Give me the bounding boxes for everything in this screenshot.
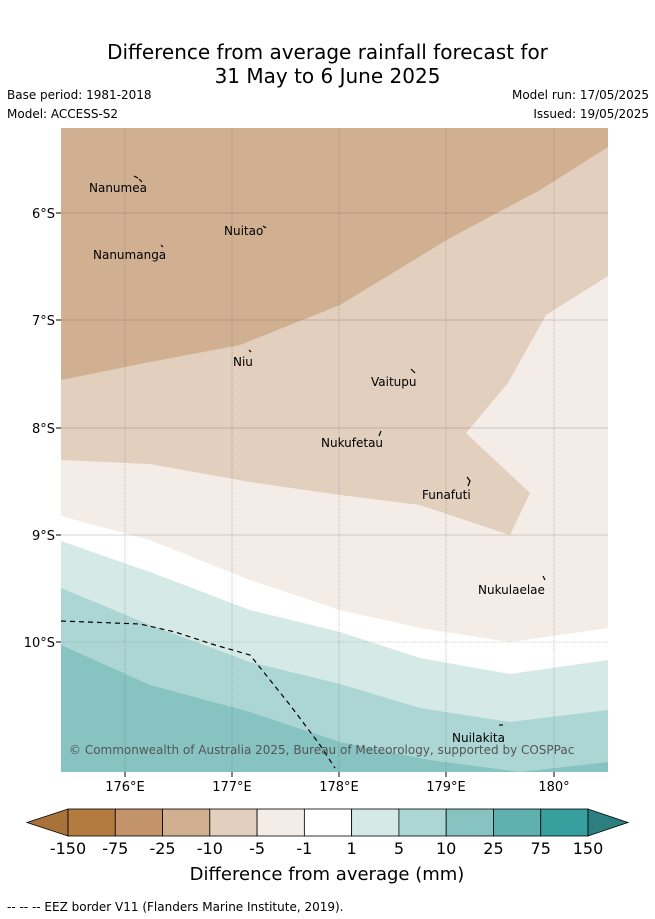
colorbar-segment [67,808,116,837]
colorbar-tick-label: 10 [436,839,456,858]
colorbar-tick-label: 75 [531,839,551,858]
colorbar-segment [256,808,305,837]
island-nuitao-shape [262,225,267,229]
place-label-nanumea: Nanumea [89,181,147,195]
colorbar-tick-label: -150 [50,839,86,858]
x-tick-178e: 178°E [319,780,359,795]
colorbar-tick-label: 5 [394,839,404,858]
island-niu-shape [248,349,252,353]
place-label-niu: Niu [233,355,253,369]
colorbar-segment [162,808,211,837]
tick-marks [56,212,555,777]
colorbar: -150 -75 -25 -10 -5 -1 1 5 10 25 75 150 [25,808,630,858]
place-label-funafuti: Funafuti [422,488,471,502]
eez-border-line [61,620,336,769]
colorbar-segment [114,808,163,837]
x-tick-179e: 179°E [426,780,466,795]
lat-gridlines [61,212,608,643]
place-label-nanumanga: Nanumanga [93,248,166,262]
colorbar-segment [303,808,353,837]
band-10-to-25 [61,645,608,772]
colorbar-extend-low [25,808,69,837]
island-nukulaelae-shape [542,575,546,581]
colorbar-tick-label: 150 [573,839,604,858]
lon-gridlines [124,128,555,772]
copyright-notice: © Commonwealth of Australia 2025, Bureau… [69,743,574,757]
colorbar-segment [540,808,589,837]
island-funafuti-shape [466,476,471,487]
colorbar-tick-label: 1 [347,839,357,858]
colorbar-segment [398,808,447,837]
y-tick-6s: 6°S [32,207,55,222]
map-plot-area: Nanumea Nuitao Nanumanga Niu Vaitupu Nuk… [61,128,608,772]
eez-footnote: -- -- -- EEZ border V11 (Flanders Marine… [7,900,344,914]
place-label-nuilakita: Nuilakita [452,731,505,745]
model-run: Model run: 17/05/2025 [511,88,649,102]
y-tick-7s: 7°S [32,314,55,329]
place-label-nukufetau: Nukufetau [321,436,383,450]
colorbar-segment [493,808,542,837]
colorbar-segment [445,808,494,837]
x-tick-177e: 177°E [212,780,252,795]
colorbar-tick-label: -10 [197,839,223,858]
band-minus25-to-minus10 [61,128,608,380]
colorbar-tick-label: -1 [296,839,312,858]
colorbar-segment [351,808,400,837]
map-title: Difference from average rainfall forecas… [0,40,655,88]
y-tick-9s: 9°S [32,529,55,544]
model-name: Model: ACCESS-S2 [7,107,119,121]
colorbar-extend-high [587,808,630,837]
y-tick-8s: 8°S [32,422,55,437]
colorbar-segment [209,808,258,837]
island-marks [133,175,546,726]
place-label-nuitao: Nuitao [224,224,263,238]
island-vaitupu-shape [410,368,416,374]
island-nanumea-shape [133,175,143,183]
island-nukufetau-shape [378,430,382,437]
colorbar-tick-label: -5 [249,839,265,858]
title-line-2: 31 May to 6 June 2025 [214,64,441,88]
x-tick-176e: 176°E [105,780,145,795]
colorbar-tick-label: 25 [483,839,503,858]
title-line-1: Difference from average rainfall forecas… [107,40,548,64]
x-tick-180: 180° [538,780,569,795]
colorbar-tick-label: -25 [149,839,175,858]
base-period: Base period: 1981-2018 [7,88,152,102]
y-tick-10s: 10°S [24,636,55,651]
colorbar-tick-label: -75 [102,839,128,858]
place-label-vaitupu: Vaitupu [371,375,417,389]
colorbar-title: Difference from average (mm) [190,864,465,885]
island-nanumanga-shape [160,244,164,248]
place-label-nukulaelae: Nukulaelae [478,583,545,597]
issued-date: Issued: 19/05/2025 [533,107,649,121]
